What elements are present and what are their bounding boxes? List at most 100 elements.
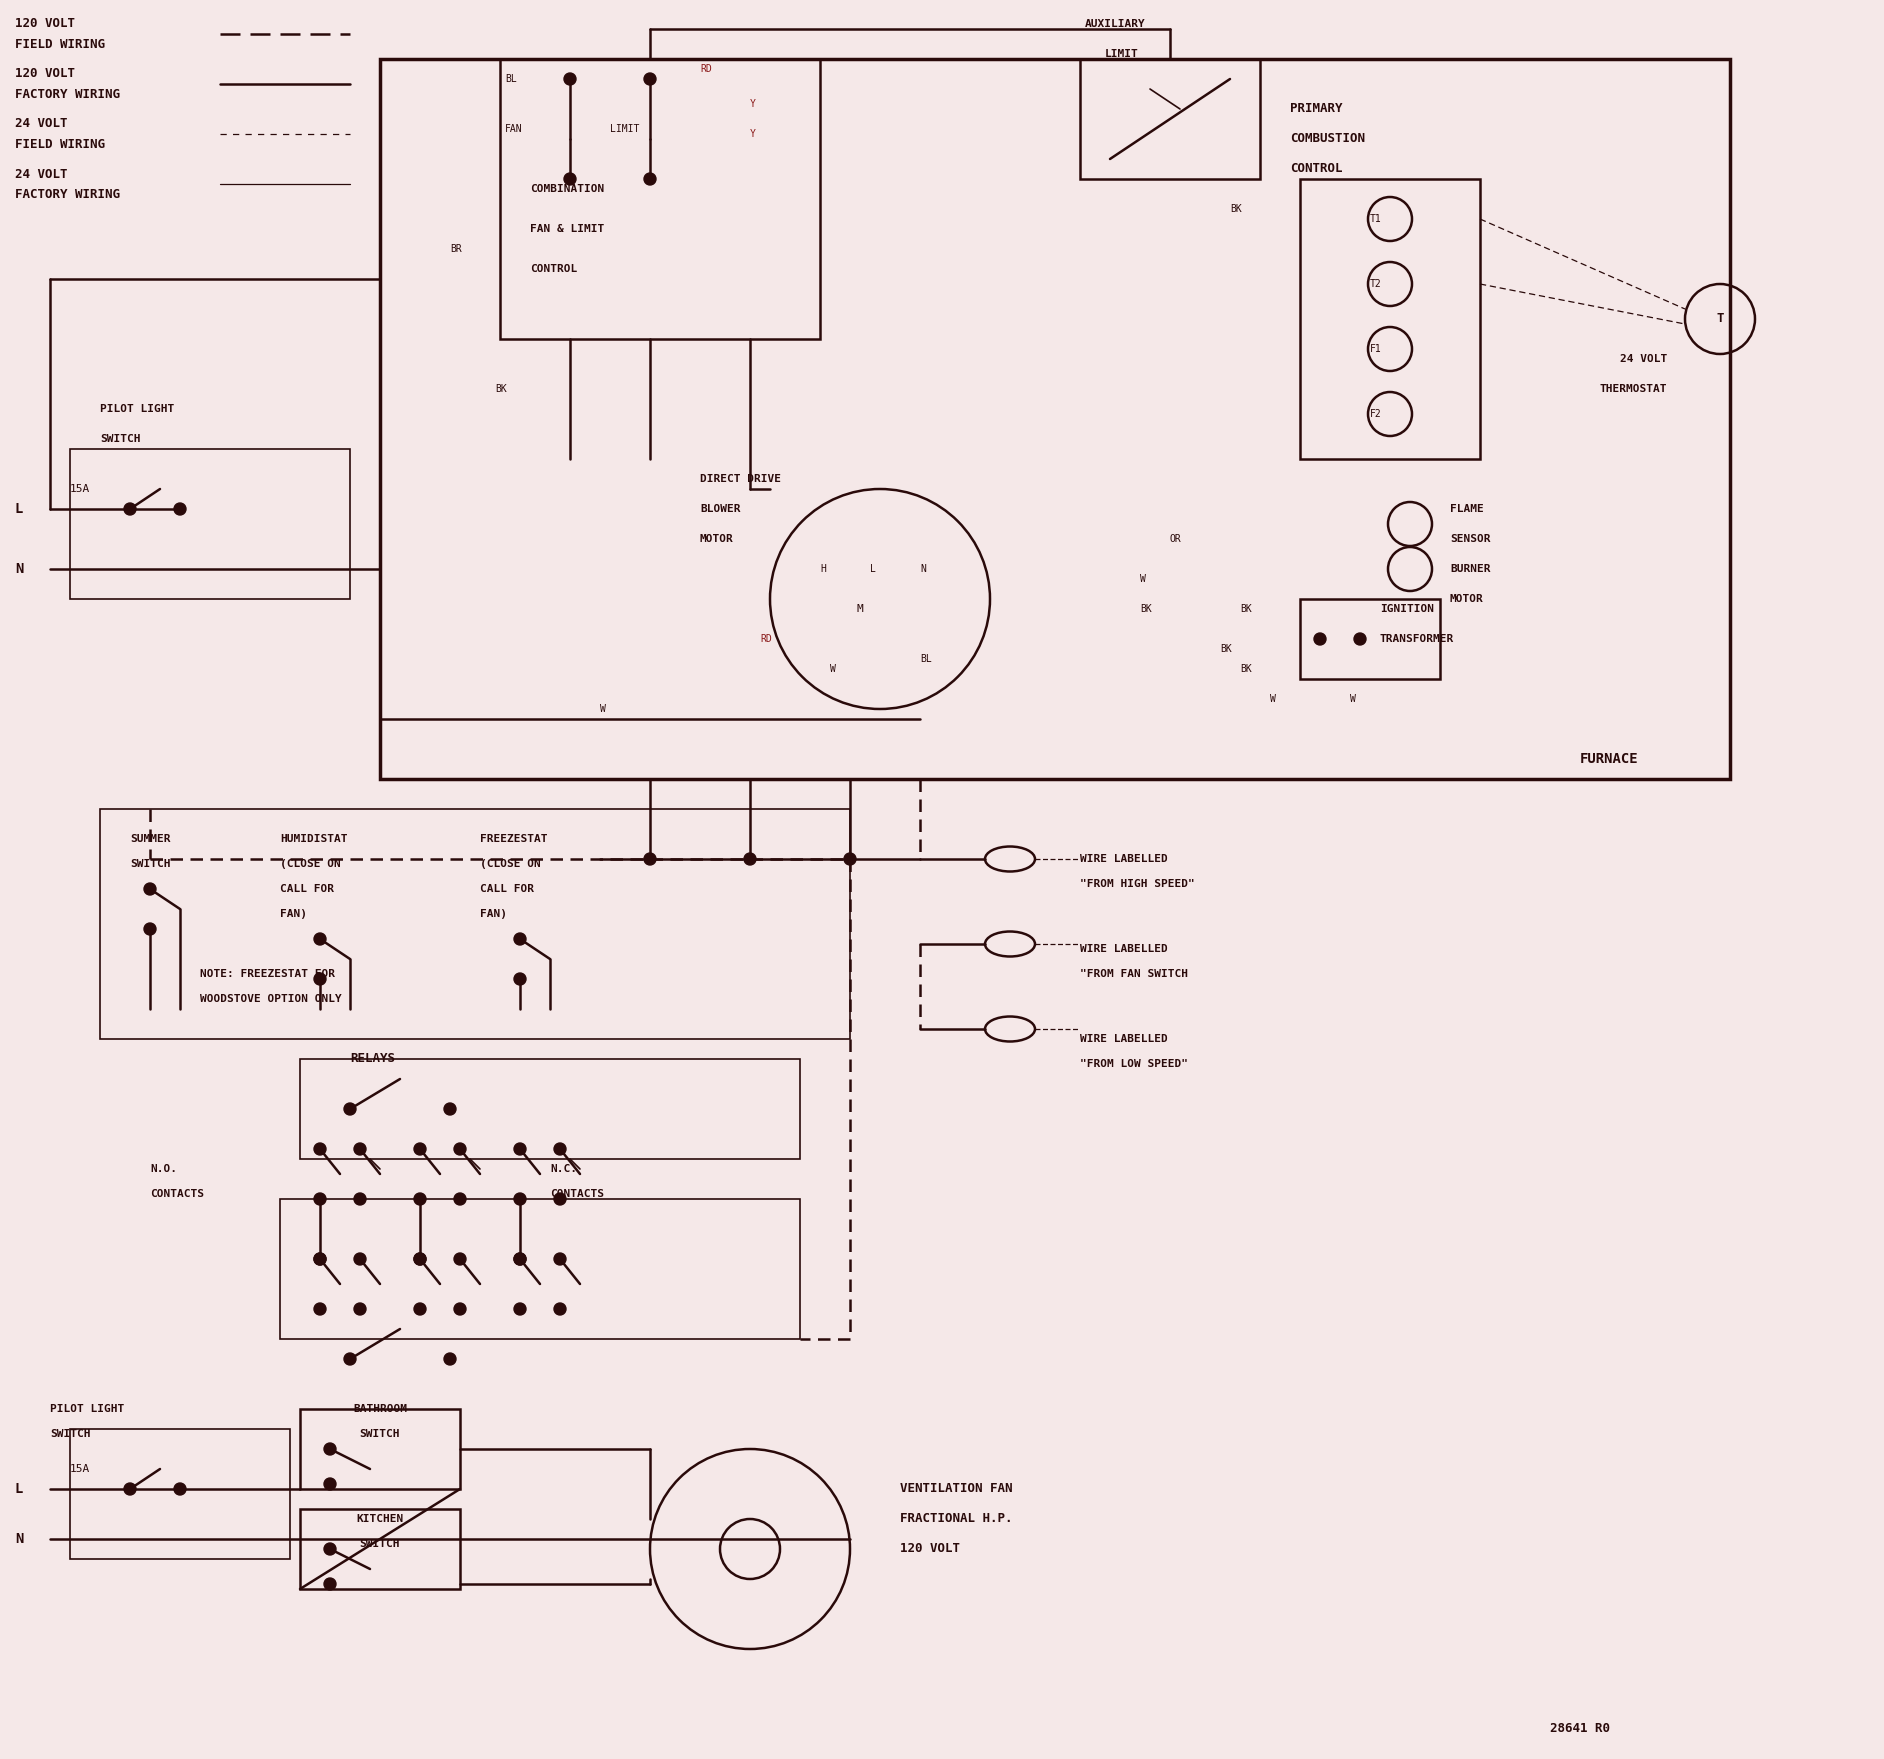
Circle shape — [563, 172, 577, 185]
Text: BATHROOM: BATHROOM — [352, 1404, 407, 1414]
Circle shape — [324, 1478, 335, 1490]
Circle shape — [414, 1193, 426, 1205]
Circle shape — [514, 1143, 526, 1156]
Circle shape — [414, 1252, 426, 1265]
Text: BK: BK — [1240, 603, 1251, 614]
Text: 15A: 15A — [70, 484, 90, 494]
Text: SUMMER: SUMMER — [130, 834, 170, 844]
Text: CONTACTS: CONTACTS — [151, 1189, 203, 1200]
Text: BURNER: BURNER — [1451, 565, 1490, 573]
Circle shape — [445, 1353, 456, 1365]
Text: NOTE: FREEZESTAT FOR: NOTE: FREEZESTAT FOR — [200, 969, 335, 980]
Text: SWITCH: SWITCH — [51, 1428, 90, 1439]
Text: BK: BK — [1230, 204, 1242, 215]
Circle shape — [554, 1143, 565, 1156]
Text: RD: RD — [701, 63, 712, 74]
Text: WOODSTOVE OPTION ONLY: WOODSTOVE OPTION ONLY — [200, 994, 341, 1004]
Circle shape — [324, 1543, 335, 1555]
Circle shape — [554, 1303, 565, 1316]
Circle shape — [644, 172, 656, 185]
Bar — [100, 809, 850, 1040]
Circle shape — [315, 1252, 326, 1265]
Circle shape — [1313, 633, 1326, 646]
Text: N: N — [15, 561, 23, 575]
Circle shape — [315, 1303, 326, 1316]
Text: FACTORY WIRING: FACTORY WIRING — [15, 88, 121, 100]
Text: CONTACTS: CONTACTS — [550, 1189, 605, 1200]
Text: 120 VOLT: 120 VOLT — [15, 67, 75, 81]
Text: BLOWER: BLOWER — [701, 505, 740, 514]
Bar — [300, 1059, 801, 1159]
Text: FURNACE: FURNACE — [1581, 753, 1639, 765]
Circle shape — [514, 932, 526, 945]
Bar — [1300, 179, 1481, 459]
Text: FIELD WIRING: FIELD WIRING — [15, 137, 106, 151]
Text: N: N — [15, 1532, 23, 1546]
Circle shape — [514, 1193, 526, 1205]
Text: BK: BK — [495, 383, 507, 394]
Text: Y: Y — [750, 99, 755, 109]
Text: RELAYS: RELAYS — [350, 1052, 396, 1066]
Text: RD: RD — [759, 633, 772, 644]
Circle shape — [354, 1193, 365, 1205]
Bar — [1300, 600, 1439, 679]
Text: PILOT LIGHT: PILOT LIGHT — [100, 405, 173, 413]
Text: T1: T1 — [1370, 215, 1381, 223]
Text: SWITCH: SWITCH — [100, 434, 141, 443]
Text: WIRE LABELLED: WIRE LABELLED — [1080, 945, 1168, 953]
Text: L: L — [870, 565, 876, 573]
Circle shape — [173, 503, 187, 515]
Text: CONTROL: CONTROL — [1291, 162, 1343, 176]
Text: F2: F2 — [1370, 410, 1381, 419]
Text: CALL FOR: CALL FOR — [281, 885, 333, 894]
Circle shape — [454, 1143, 465, 1156]
Text: T2: T2 — [1370, 280, 1381, 288]
Bar — [499, 60, 820, 339]
Text: OR: OR — [1170, 535, 1181, 544]
Text: L: L — [15, 501, 23, 515]
Text: 120 VOLT: 120 VOLT — [15, 18, 75, 30]
Text: N: N — [919, 565, 925, 573]
Text: PRIMARY: PRIMARY — [1291, 102, 1343, 116]
Circle shape — [514, 1252, 526, 1265]
Text: W: W — [1140, 573, 1145, 584]
Circle shape — [514, 973, 526, 985]
Circle shape — [1355, 633, 1366, 646]
Text: VENTILATION FAN: VENTILATION FAN — [901, 1483, 1012, 1495]
Text: W: W — [599, 704, 607, 714]
Text: 24 VOLT: 24 VOLT — [15, 167, 68, 181]
Circle shape — [315, 1143, 326, 1156]
Bar — [70, 449, 350, 600]
Text: 120 VOLT: 120 VOLT — [901, 1543, 961, 1555]
Circle shape — [414, 1303, 426, 1316]
Circle shape — [563, 74, 577, 84]
Circle shape — [354, 1303, 365, 1316]
Circle shape — [315, 1252, 326, 1265]
Text: LIMIT: LIMIT — [610, 123, 639, 134]
Text: N.C.: N.C. — [550, 1164, 577, 1173]
Circle shape — [124, 1483, 136, 1495]
Text: TRANSFORMER: TRANSFORMER — [1379, 633, 1454, 644]
Circle shape — [324, 1442, 335, 1455]
Circle shape — [414, 1143, 426, 1156]
Text: "FROM LOW SPEED": "FROM LOW SPEED" — [1080, 1059, 1189, 1069]
Circle shape — [554, 1252, 565, 1265]
Circle shape — [844, 853, 855, 865]
Text: W: W — [1351, 695, 1356, 704]
Bar — [300, 1409, 460, 1490]
Text: KITCHEN: KITCHEN — [356, 1514, 403, 1523]
Circle shape — [143, 923, 156, 936]
Text: FIELD WIRING: FIELD WIRING — [15, 37, 106, 51]
Circle shape — [315, 1193, 326, 1205]
Text: "FROM HIGH SPEED": "FROM HIGH SPEED" — [1080, 880, 1194, 888]
Circle shape — [644, 853, 656, 865]
Circle shape — [345, 1353, 356, 1365]
Text: MOTOR: MOTOR — [701, 535, 733, 544]
Text: BL: BL — [919, 654, 933, 663]
Circle shape — [143, 883, 156, 895]
Bar — [381, 60, 1730, 779]
Text: BR: BR — [450, 245, 462, 253]
Text: AUXILIARY: AUXILIARY — [1085, 19, 1145, 28]
Text: CONTROL: CONTROL — [529, 264, 577, 274]
Text: FAN: FAN — [505, 123, 522, 134]
